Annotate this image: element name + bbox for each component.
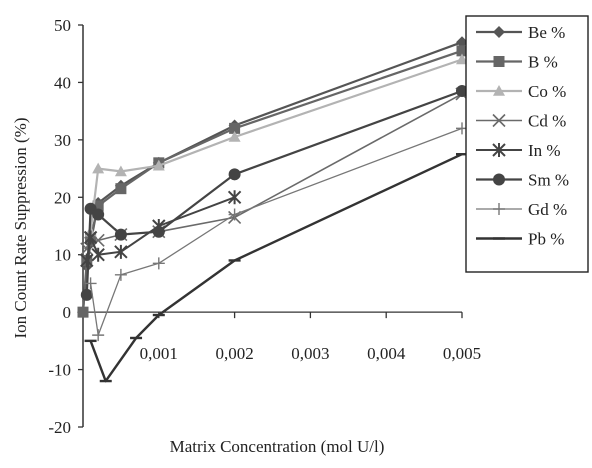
data-point [92, 162, 105, 174]
legend-label: Gd % [528, 200, 567, 219]
data-point [493, 85, 505, 96]
legend-item-in: In % [476, 141, 561, 160]
legend-label: Co % [528, 82, 566, 101]
data-point [493, 173, 505, 186]
data-point [152, 159, 165, 171]
x-axis-title: Matrix Concentration (mol U/l) [170, 437, 385, 456]
series-co [84, 53, 468, 237]
data-point [493, 203, 505, 215]
legend-box [465, 15, 589, 273]
data-point [80, 288, 93, 301]
x-tick-label: 0,004 [367, 344, 406, 363]
y-tick-label: 20 [54, 188, 71, 207]
legend-label: In % [528, 141, 561, 160]
series-line-gd [89, 127, 463, 336]
data-point [456, 36, 468, 49]
legend-label: Be % [528, 23, 565, 42]
data-point [228, 130, 241, 142]
series-gd [84, 122, 468, 342]
data-point [92, 208, 105, 221]
y-tick-label: -10 [48, 361, 71, 380]
legend-label: Pb % [528, 230, 564, 249]
data-point [456, 45, 468, 57]
series-line-co [89, 58, 463, 232]
legend-label: Sm % [528, 171, 569, 190]
legend-label: B % [528, 53, 558, 72]
data-point [80, 242, 94, 256]
data-point [492, 113, 506, 128]
series-line-sm [85, 89, 463, 295]
data-point [114, 244, 128, 259]
y-tick-label: -20 [48, 418, 71, 437]
data-point [77, 306, 89, 318]
series-sm [80, 85, 468, 301]
data-point [152, 257, 165, 270]
data-point [92, 200, 104, 212]
data-point [114, 228, 127, 241]
x-tick-label: 0,001 [140, 344, 178, 363]
data-point [152, 225, 165, 238]
legend-item-co: Co % [476, 82, 566, 101]
legend-item-cd: Cd % [476, 112, 566, 131]
legend: Be % B % Co % Cd % In % Sm % Gd % Pb % [465, 15, 589, 273]
data-point [228, 208, 241, 221]
legend-item-b: B % [476, 53, 558, 72]
data-point [80, 253, 94, 268]
x-tick-label: 0,003 [291, 344, 329, 363]
data-point [114, 268, 127, 281]
series-line-be [81, 41, 463, 313]
y-tick-label: 30 [54, 131, 71, 150]
data-point [492, 143, 506, 157]
data-point [229, 122, 241, 134]
y-axis-title: Ion Count Rate Suppression (%) [11, 118, 30, 339]
y-tick-label: 0 [63, 303, 72, 322]
y-tick-label: 10 [54, 246, 71, 265]
legend-item-sm: Sm % [476, 171, 569, 190]
data-point [115, 183, 127, 195]
data-point [228, 168, 241, 181]
x-tick-label: 0,005 [443, 344, 481, 363]
data-point [91, 247, 105, 262]
legend-item-be: Be % [476, 23, 565, 42]
data-point [84, 277, 97, 290]
data-point [227, 190, 242, 205]
series-pb [84, 153, 468, 383]
series-cd [80, 87, 469, 256]
legend-item-gd: Gd % [476, 200, 567, 219]
data-point [456, 85, 468, 98]
data-point [456, 53, 468, 65]
series-layer [77, 36, 469, 383]
data-point [493, 26, 505, 38]
series-line-pb [89, 153, 463, 383]
legend-item-pb: Pb % [476, 230, 564, 249]
series-b [77, 45, 468, 318]
y-tick-label: 40 [54, 73, 71, 92]
y-tick-label: 50 [54, 16, 71, 35]
legend-label: Cd % [528, 112, 566, 131]
data-point [493, 56, 505, 67]
data-point [92, 329, 105, 342]
x-tick-label: 0,002 [215, 344, 253, 363]
data-point [114, 165, 127, 177]
